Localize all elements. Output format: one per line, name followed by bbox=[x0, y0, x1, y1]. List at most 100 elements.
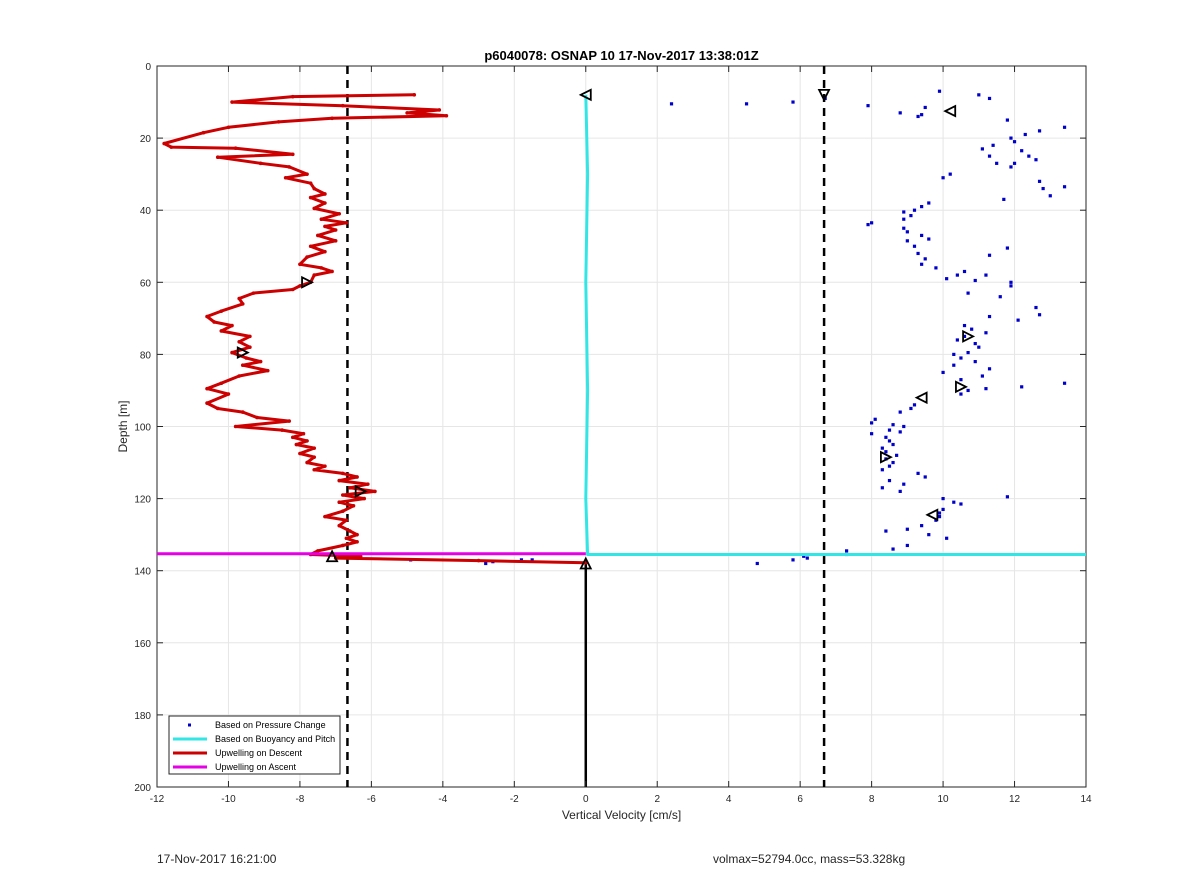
data-point bbox=[916, 471, 920, 475]
data-point bbox=[287, 165, 292, 169]
data-point bbox=[315, 233, 320, 238]
data-point bbox=[1027, 154, 1031, 158]
data-point bbox=[941, 497, 945, 501]
data-point bbox=[312, 186, 317, 191]
data-point bbox=[237, 374, 241, 378]
data-point bbox=[955, 273, 959, 277]
data-point bbox=[205, 401, 209, 405]
data-point bbox=[1020, 149, 1024, 153]
data-point bbox=[934, 518, 938, 522]
data-point bbox=[323, 464, 327, 468]
data-point bbox=[984, 331, 988, 335]
data-point bbox=[341, 509, 345, 514]
data-point bbox=[230, 100, 234, 104]
data-point bbox=[240, 363, 245, 368]
data-point bbox=[341, 471, 345, 476]
data-point bbox=[870, 432, 874, 436]
data-point bbox=[301, 431, 306, 436]
direction-marker bbox=[962, 329, 976, 343]
data-point bbox=[984, 387, 988, 391]
data-point bbox=[959, 392, 963, 396]
x-tick-label: -12 bbox=[150, 794, 165, 805]
data-point bbox=[233, 424, 238, 429]
data-point bbox=[258, 161, 263, 166]
data-point bbox=[1009, 280, 1013, 284]
data-point bbox=[1009, 165, 1013, 169]
data-point bbox=[1037, 129, 1042, 133]
data-point bbox=[312, 446, 317, 450]
data-point bbox=[937, 89, 942, 93]
data-point bbox=[290, 287, 295, 292]
data-point bbox=[240, 302, 245, 306]
data-point bbox=[970, 327, 974, 331]
data-point bbox=[337, 500, 342, 505]
data-point bbox=[230, 323, 234, 328]
data-point bbox=[1041, 186, 1045, 191]
data-point bbox=[870, 221, 874, 225]
data-point bbox=[341, 543, 345, 548]
data-point bbox=[920, 262, 924, 266]
y-tick-label: 60 bbox=[140, 278, 152, 289]
data-point bbox=[980, 147, 984, 151]
data-point bbox=[205, 386, 209, 391]
data-point bbox=[305, 439, 309, 443]
data-point bbox=[265, 368, 270, 373]
direction-marker bbox=[325, 549, 339, 563]
data-point bbox=[437, 108, 442, 112]
data-point bbox=[959, 378, 963, 382]
direction-marker bbox=[943, 104, 957, 118]
data-point bbox=[845, 549, 849, 553]
data-point bbox=[905, 239, 909, 243]
data-point bbox=[323, 249, 327, 254]
data-point bbox=[987, 253, 992, 257]
data-point bbox=[169, 145, 174, 149]
data-point bbox=[1037, 313, 1042, 317]
data-point bbox=[298, 451, 302, 456]
data-point bbox=[995, 161, 999, 165]
data-point bbox=[891, 460, 895, 465]
data-point bbox=[233, 146, 238, 150]
legend-label: Upwelling on Ascent bbox=[215, 762, 297, 772]
direction-marker bbox=[579, 556, 593, 570]
data-point bbox=[290, 152, 295, 157]
data-point bbox=[405, 111, 409, 115]
data-point bbox=[333, 228, 338, 232]
y-tick-label: 20 bbox=[140, 134, 152, 145]
data-point bbox=[909, 406, 913, 411]
data-point bbox=[258, 359, 263, 364]
data-point bbox=[920, 233, 924, 238]
data-point bbox=[962, 334, 967, 338]
data-point bbox=[305, 255, 309, 259]
data-point bbox=[298, 262, 302, 267]
data-point bbox=[226, 392, 231, 396]
data-point bbox=[966, 291, 970, 295]
y-axis-label: Depth [m] bbox=[116, 400, 130, 452]
y-tick-label: 200 bbox=[134, 783, 151, 794]
data-point bbox=[333, 239, 338, 243]
data-point bbox=[251, 291, 256, 295]
chart-title: p6040078: OSNAP 10 17-Nov-2017 13:38:01Z bbox=[484, 48, 758, 63]
legend-label: Upwelling on Descent bbox=[215, 748, 303, 758]
data-point bbox=[319, 217, 324, 222]
data-point bbox=[305, 172, 309, 176]
data-point bbox=[891, 547, 895, 551]
data-point bbox=[355, 475, 359, 479]
data-point bbox=[952, 352, 956, 356]
data-point bbox=[1023, 132, 1027, 137]
data-point bbox=[305, 460, 309, 465]
data-point bbox=[308, 181, 313, 185]
data-point bbox=[323, 514, 327, 519]
data-point bbox=[937, 515, 942, 519]
data-point bbox=[366, 482, 370, 486]
data-point bbox=[519, 558, 524, 562]
x-tick-label: 8 bbox=[869, 794, 875, 805]
data-point bbox=[215, 155, 220, 160]
data-series bbox=[157, 89, 1086, 566]
y-tick-label: 140 bbox=[134, 567, 151, 578]
data-point bbox=[219, 329, 224, 333]
data-point bbox=[355, 532, 359, 537]
data-point bbox=[905, 230, 909, 234]
direction-marker bbox=[236, 346, 250, 360]
data-point bbox=[219, 309, 224, 313]
data-point bbox=[791, 100, 795, 104]
